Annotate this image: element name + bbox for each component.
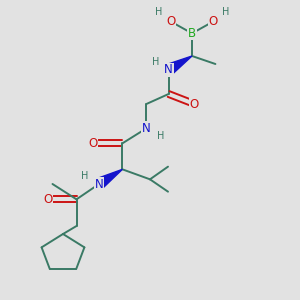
Text: O: O [208,15,217,28]
Text: H: H [222,7,229,17]
Text: N: N [94,178,103,190]
Text: B: B [188,27,196,40]
Text: N: N [164,64,173,76]
Polygon shape [96,169,122,189]
Polygon shape [166,56,192,75]
Text: O: O [44,193,52,206]
Text: H: H [152,57,160,67]
Text: O: O [167,15,176,28]
Text: H: H [81,171,88,181]
Text: H: H [155,7,162,17]
Text: H: H [157,131,164,141]
Text: O: O [190,98,199,110]
Text: O: O [88,137,98,150]
Text: N: N [142,122,151,135]
